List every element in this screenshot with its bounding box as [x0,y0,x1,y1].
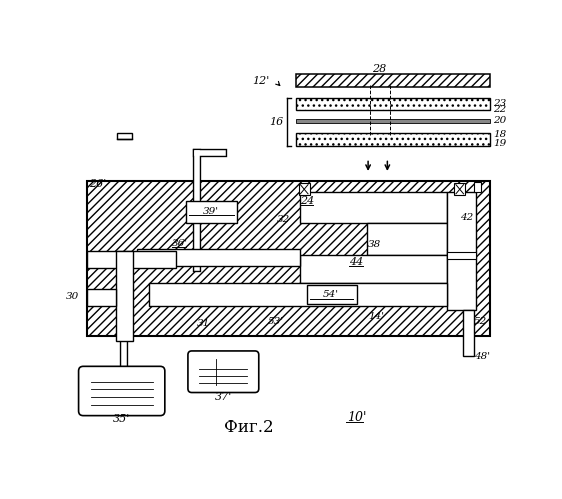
Text: 48': 48' [474,352,491,361]
Bar [474,182,481,192]
FancyBboxPatch shape [188,351,259,393]
Text: 30: 30 [66,292,79,301]
Text: 16: 16 [269,117,283,127]
Text: 23: 23 [493,99,506,108]
Bar [149,283,447,306]
Text: 32: 32 [277,215,291,224]
Text: Фиг.2: Фиг.2 [224,420,274,437]
Bar [117,133,132,139]
Bar [300,192,447,223]
FancyBboxPatch shape [79,366,165,416]
Bar [306,285,356,304]
Bar [87,181,490,335]
Text: 39': 39' [203,207,219,216]
Text: 10': 10' [347,412,366,425]
Text: 35': 35' [113,415,130,425]
Text: 14': 14' [368,312,384,321]
Bar [454,183,465,196]
Text: 18: 18 [493,130,506,139]
Bar [116,251,133,341]
Text: 37': 37' [215,392,232,402]
Bar [297,74,490,87]
Text: 31: 31 [197,319,210,328]
Text: 52: 52 [474,317,487,326]
Text: 28: 28 [373,64,387,74]
Text: 12': 12' [252,76,270,86]
Text: 22: 22 [493,105,506,114]
Text: 20: 20 [493,116,506,125]
Text: 44: 44 [349,257,363,267]
Text: 53': 53' [268,317,284,326]
Bar [297,133,490,146]
Bar [297,119,490,123]
Text: 36': 36' [172,239,188,248]
Text: 26': 26' [89,179,106,189]
Bar [447,252,476,258]
Text: 19: 19 [493,139,506,148]
Bar [297,98,490,110]
Bar [300,254,447,283]
Bar [185,201,237,223]
Bar [366,223,447,254]
Text: 24: 24 [300,196,315,206]
Bar [87,288,116,306]
Bar [87,251,175,268]
Text: 42: 42 [460,213,474,222]
Bar [299,183,310,196]
Bar [447,192,476,310]
Bar [137,249,300,266]
Text: 54': 54' [323,290,339,299]
Bar [463,310,474,356]
Text: 38: 38 [368,240,382,249]
